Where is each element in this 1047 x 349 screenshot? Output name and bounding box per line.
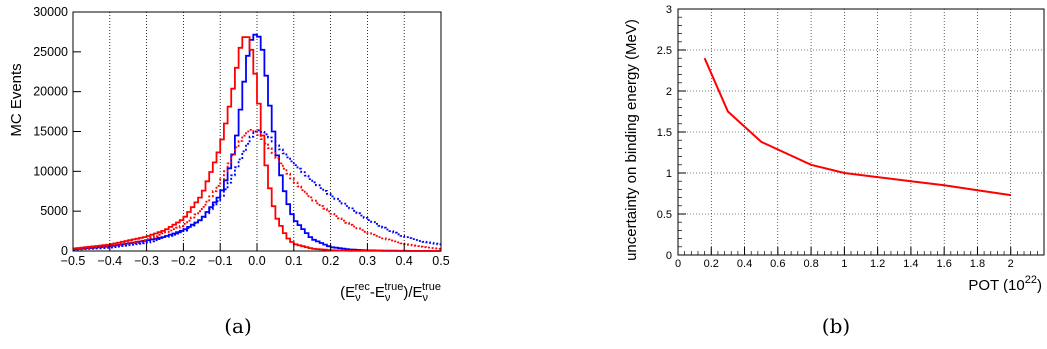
panel-a-x-axis-label: (Eνrec-Eνtrue)/Eνtrue — [340, 281, 441, 304]
panel-a-series-1-solid — [73, 36, 441, 252]
panel-b-x-tick-label: 1.4 — [903, 258, 918, 270]
panel-a-x-tick-label: −0.5 — [61, 254, 86, 268]
panel-b-y-tick-label: 1 — [666, 168, 672, 180]
panel-a-y-axis-label: MC Events — [8, 63, 25, 136]
panel-b: 0 0.2 0.4 0.6 0.8 1 1.2 1.4 1.6 1.8 2 0 0.5 1 1.5 2 2.5… — [623, 4, 1045, 338]
panel-b-x-tick-label: 1 — [841, 258, 847, 270]
panel-b-x-ticks: 0 0.2 0.4 0.6 0.8 1 1.2 1.4 1.6 1.8 2 — [675, 247, 1045, 270]
panel-a-x-tick-label: 0.3 — [359, 254, 376, 268]
panel-a-x-ticks: −0.5 −0.4 −0.3 −0.2 −0.1 0.0 0.1 0.2 0.3 0.4 0.5 — [61, 243, 450, 268]
panel-a-x-tick-label: −0.3 — [134, 254, 159, 268]
panel-a-x-tick-label: 0.1 — [285, 254, 302, 268]
panel-a-x-tick-label: 0.2 — [322, 254, 339, 268]
panel-b-grid — [678, 9, 1044, 255]
panel-b-y-tick-label: 2 — [666, 86, 672, 98]
panel-a-y-tick-label: 25000 — [33, 45, 68, 59]
panel-b-x-tick-label: 0 — [675, 258, 681, 270]
panel-b-x-axis-label: POT (1022) — [968, 274, 1042, 294]
panel-b-caption: (b) — [822, 314, 850, 338]
panel-a-x-tick-label: −0.2 — [171, 254, 196, 268]
panel-b-x-tick-label: 1.2 — [870, 258, 885, 270]
panel-b-series-0 — [703, 57, 1011, 197]
panel-a-x-tick-label: 0.0 — [248, 254, 265, 268]
panel-a-series-3-dotted — [73, 129, 441, 251]
panel-a-y-tick-label: 0 — [61, 244, 68, 258]
panel-b-series — [703, 57, 1011, 197]
panel-b-y-tick-label: 1.5 — [657, 127, 672, 139]
panel-a: −0.5 −0.4 −0.3 −0.2 −0.1 0.0 0.1 0.2 0.3 0.4 0.5 0… — [8, 5, 450, 338]
panel-b-y-tick-label: 0.5 — [657, 209, 672, 221]
panel-a-series-0-solid — [73, 33, 441, 252]
panel-a-y-ticks: 0 5000 10000 15000 20000 25000 30000 — [33, 5, 81, 258]
panel-b-y-tick-label: 3 — [666, 4, 672, 16]
panel-b-x-tick-label: 0.8 — [803, 258, 818, 270]
panel-a-caption: (a) — [224, 314, 252, 338]
panel-a-series-2-dotted — [73, 129, 441, 251]
panel-b-x-tick-label: 1.8 — [970, 258, 985, 270]
panel-b-x-tick-label: 0.4 — [737, 258, 752, 270]
panel-b-y-axis-label: uncertainty on binding energy (MeV) — [623, 19, 640, 261]
panel-a-grid — [109, 12, 405, 251]
panel-a-x-tick-label: 0.5 — [432, 254, 449, 268]
panel-b-x-tick-label: 0.6 — [770, 258, 785, 270]
panel-a-y-tick-label: 5000 — [40, 204, 68, 218]
panel-b-x-tick-label: 2 — [1008, 258, 1014, 270]
panel-b-x-tick-label: 1.6 — [937, 258, 952, 270]
panel-b-y-tick-label: 2.5 — [657, 45, 672, 57]
panel-a-x-tick-label: −0.1 — [208, 254, 233, 268]
panel-a-y-tick-label: 30000 — [33, 5, 68, 19]
panel-b-y-tick-label: 0 — [666, 250, 672, 262]
panel-b-x-tick-label: 0.2 — [704, 258, 719, 270]
panel-a-y-tick-label: 20000 — [33, 85, 68, 99]
panel-a-x-tick-label: −0.4 — [97, 254, 122, 268]
panel-a-y-tick-label: 15000 — [33, 125, 68, 139]
panel-a-x-tick-label: 0.4 — [396, 254, 413, 268]
panel-a-y-tick-label: 10000 — [33, 164, 68, 178]
panel-b-y-ticks: 0 0.5 1 1.5 2 2.5 3 — [657, 4, 686, 262]
panel-a-series — [73, 33, 441, 252]
